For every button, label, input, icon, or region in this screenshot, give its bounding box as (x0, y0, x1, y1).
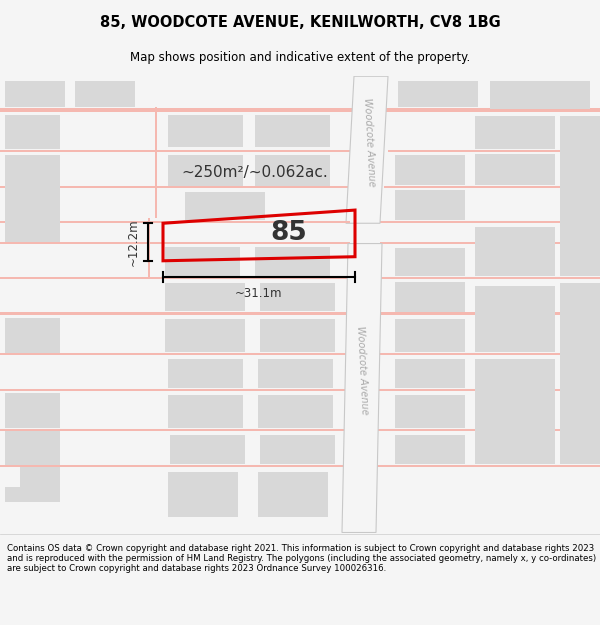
Bar (560, 283, 600, 464)
Bar (0, 429, 362, 431)
Bar (168, 156, 243, 186)
Bar (364, 464, 600, 467)
Bar (395, 156, 465, 185)
Bar (0, 150, 354, 152)
Bar (260, 319, 335, 352)
Bar (0, 312, 354, 314)
Bar (255, 156, 330, 186)
Bar (255, 247, 330, 277)
Bar (5, 186, 60, 241)
Text: ~12.2m: ~12.2m (127, 218, 139, 266)
Bar (0, 353, 358, 355)
Bar (0, 107, 600, 112)
Bar (374, 312, 600, 314)
Bar (165, 283, 245, 311)
Bar (378, 221, 600, 223)
Bar (165, 247, 240, 277)
Polygon shape (342, 244, 382, 532)
Text: Map shows position and indicative extent of the property.: Map shows position and indicative extent… (130, 51, 470, 64)
Bar (384, 186, 600, 188)
Text: Woodcote Avenue: Woodcote Avenue (362, 98, 376, 187)
Bar (395, 394, 465, 428)
Bar (398, 81, 478, 107)
Bar (255, 115, 330, 148)
Bar (5, 156, 60, 186)
Bar (560, 149, 600, 276)
Bar (0, 241, 350, 244)
Text: 85: 85 (271, 219, 307, 246)
Bar (368, 389, 600, 391)
Bar (380, 241, 600, 244)
Bar (168, 394, 243, 428)
Bar (395, 359, 465, 388)
Bar (395, 190, 465, 220)
Bar (5, 392, 60, 428)
Bar (185, 192, 265, 220)
Bar (258, 359, 333, 388)
Polygon shape (5, 467, 60, 502)
Text: Woodcote Avenue: Woodcote Avenue (355, 326, 370, 415)
Bar (260, 435, 335, 464)
Bar (260, 283, 335, 311)
Bar (366, 429, 600, 431)
Text: Contains OS data © Crown copyright and database right 2021. This information is : Contains OS data © Crown copyright and d… (7, 544, 596, 573)
Bar (155, 107, 157, 218)
Bar (395, 319, 465, 352)
Bar (0, 389, 360, 391)
Bar (395, 435, 465, 464)
Bar (5, 115, 60, 149)
Bar (0, 186, 350, 188)
Bar (370, 353, 600, 355)
Bar (388, 150, 600, 152)
Bar (258, 472, 328, 518)
Bar (490, 81, 590, 109)
Bar (168, 472, 238, 518)
Bar (560, 116, 600, 149)
Text: 85, WOODCOTE AVENUE, KENILWORTH, CV8 1BG: 85, WOODCOTE AVENUE, KENILWORTH, CV8 1BG (100, 16, 500, 31)
Bar (170, 435, 245, 464)
Bar (395, 282, 465, 312)
Bar (155, 221, 350, 223)
Bar (148, 218, 150, 279)
Bar (75, 81, 135, 107)
Bar (0, 277, 352, 279)
Bar (0, 464, 364, 467)
Bar (258, 394, 333, 428)
Bar (168, 115, 243, 148)
Bar (475, 286, 555, 352)
Bar (395, 248, 465, 276)
Bar (5, 431, 60, 464)
Text: ~250m²/~0.062ac.: ~250m²/~0.062ac. (182, 165, 328, 180)
Bar (165, 319, 245, 352)
Bar (475, 154, 555, 185)
Bar (0, 221, 348, 223)
Bar (376, 277, 600, 279)
Bar (475, 116, 555, 149)
Bar (5, 81, 65, 107)
Text: ~31.1m: ~31.1m (235, 287, 283, 300)
Bar (168, 359, 243, 388)
Bar (475, 228, 555, 276)
Bar (5, 318, 60, 353)
Bar (475, 359, 555, 464)
Polygon shape (346, 76, 388, 223)
